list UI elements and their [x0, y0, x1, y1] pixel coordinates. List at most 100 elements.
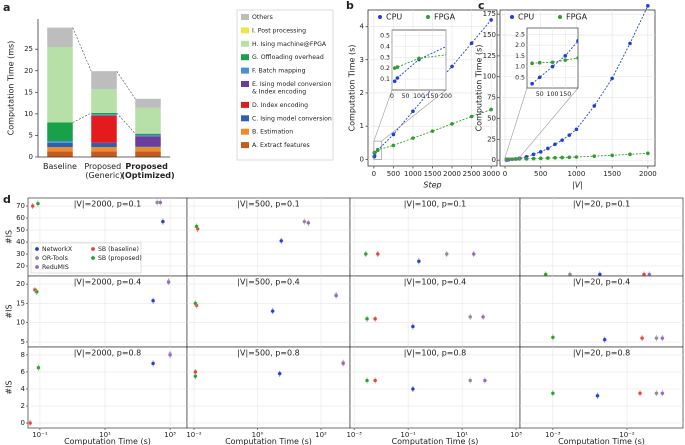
- point: [660, 18, 664, 22]
- point: [168, 352, 173, 357]
- inset-y-tick-label: 2.5: [515, 31, 525, 38]
- x-tick-label: 500: [534, 170, 547, 178]
- point: [34, 289, 39, 294]
- point: [592, 104, 597, 108]
- series-line: [532, 57, 578, 64]
- point: [530, 61, 534, 66]
- panel-letter: d: [3, 193, 11, 206]
- zoom-connector: [504, 87, 528, 158]
- point: [592, 154, 597, 158]
- point: [468, 314, 473, 319]
- point: [166, 280, 171, 285]
- y-tick-label: 30: [16, 250, 25, 258]
- y-tick-label: 10: [24, 110, 33, 118]
- bar-segment: [47, 142, 73, 148]
- legend-label: H. Ising machine@FPGA: [252, 40, 327, 48]
- subplot-title: |V|=2000, p=0.1: [74, 200, 142, 209]
- point: [537, 60, 542, 65]
- x-tick-label: 1500: [424, 170, 442, 178]
- y-tick-label: 100: [483, 73, 496, 81]
- y-tick-label: 2: [360, 89, 364, 97]
- point: [469, 114, 474, 119]
- legend-swatch: [241, 142, 249, 149]
- subplot-title: |V|=2000, p=0.4: [74, 278, 142, 287]
- x-tick-label: 1000: [404, 170, 422, 178]
- point: [550, 335, 555, 340]
- bar-segment: [47, 151, 73, 157]
- legend-marker: [35, 247, 39, 251]
- x-tick-label: 2500: [463, 170, 481, 178]
- inset-plot: [530, 33, 682, 86]
- point: [468, 378, 473, 383]
- connector: [72, 27, 92, 72]
- y-axis-label: #IS: [5, 380, 14, 394]
- subplot-frame: [186, 197, 351, 277]
- zoom-connector: [381, 89, 447, 142]
- subplot-frame: [349, 346, 521, 429]
- point: [525, 6, 529, 10]
- x-tick-label: 10⁻²: [619, 431, 635, 439]
- zoom-connector: [519, 87, 579, 159]
- point: [363, 251, 368, 257]
- point: [637, 391, 643, 396]
- panel-letter: c: [478, 0, 485, 12]
- point: [550, 64, 555, 69]
- legend-swatch: [241, 81, 249, 87]
- point: [430, 129, 435, 133]
- legend-swatch: [241, 27, 249, 34]
- bar-segment: [91, 142, 117, 148]
- point: [660, 336, 665, 341]
- bar-segment: [135, 136, 161, 147]
- bar-segment: [47, 141, 73, 143]
- bar-segment: [91, 89, 117, 114]
- y-tick-label: 0: [21, 419, 25, 427]
- y-tick-label: 125: [483, 52, 496, 60]
- legend-marker: [91, 256, 95, 260]
- x-tick-label: 10⁰: [252, 431, 264, 439]
- point: [151, 298, 156, 303]
- legend-swatch: [241, 67, 249, 74]
- inset-x-tick-label: 100: [547, 91, 559, 98]
- subplot-title: |V|=500, p=0.8: [237, 349, 299, 358]
- y-tick-label: 15: [24, 88, 33, 96]
- point: [550, 391, 555, 396]
- y-axis-label: #IS: [5, 304, 14, 318]
- subplot-title: |V|=500, p=0.4: [237, 278, 299, 287]
- subplot-frame: [27, 346, 188, 429]
- point: [450, 122, 454, 126]
- legend-label: CPU: [386, 13, 402, 22]
- y-tick-label: 0: [492, 156, 496, 164]
- legend-swatch: [241, 115, 249, 122]
- x-axis-label: |V|: [572, 181, 583, 190]
- point: [678, 33, 682, 37]
- legend-marker: [510, 15, 514, 19]
- inset-x-tick-label: 50: [536, 91, 544, 98]
- point: [538, 150, 543, 154]
- connector: [72, 112, 92, 123]
- point: [375, 147, 380, 152]
- point: [628, 152, 632, 157]
- y-tick-label: 20: [16, 280, 25, 288]
- inset-y-tick-label: 1.5: [515, 53, 525, 60]
- point: [392, 66, 397, 70]
- legend-marker: [35, 265, 39, 269]
- point: [194, 224, 199, 229]
- point: [560, 138, 564, 142]
- point: [411, 109, 415, 114]
- point: [417, 56, 421, 61]
- panel-letter: a: [3, 1, 10, 14]
- legend-label: C. Ising model conversion: [252, 115, 332, 122]
- x-tick-label: 2000: [443, 170, 461, 178]
- y-axis-label: Computation Time (s): [348, 45, 357, 132]
- point: [654, 336, 659, 341]
- subplot-frame: [519, 275, 684, 348]
- point: [567, 133, 572, 137]
- legend-box: [30, 242, 142, 274]
- y-tick-label: 40: [16, 238, 25, 246]
- x-tick-label: 0: [372, 170, 376, 178]
- subplot-title: |V|=20, p=0.4: [573, 278, 630, 287]
- y-tick-label: 15: [16, 299, 25, 307]
- bar-segment: [91, 147, 117, 152]
- point: [372, 150, 377, 155]
